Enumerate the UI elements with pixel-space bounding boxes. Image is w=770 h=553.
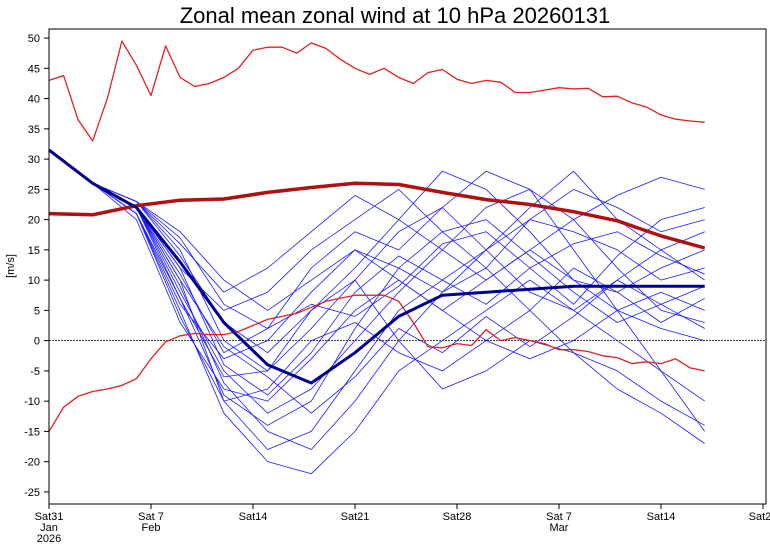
ensemble-member-line	[48, 149, 705, 311]
ensemble-member-line	[48, 149, 706, 432]
ensemble-member-line	[48, 149, 705, 450]
ensemble-member-line	[48, 149, 705, 354]
x-tick-label: Sat14	[239, 511, 268, 523]
ensemble-member-line	[48, 149, 705, 329]
ensemble-member-line	[48, 149, 705, 414]
y-tick-label: -10	[24, 396, 40, 408]
x-tick-label: Sat21	[341, 511, 370, 523]
chart-title: Zonal mean zonal wind at 10 hPa 20260131	[180, 3, 611, 28]
x-tick-label: 2026	[37, 533, 61, 545]
max-line	[48, 40, 705, 142]
x-tick-label: Sat31	[35, 511, 64, 523]
y-tick-label: 0	[34, 336, 40, 348]
y-tick-label: 5	[34, 305, 40, 317]
ensemble-member-line	[48, 149, 705, 360]
y-axis-label: [m/s]	[5, 254, 17, 278]
x-tick-label: Sat28	[443, 511, 472, 523]
plot-area	[48, 40, 766, 475]
axes: 50454035302520151050-5-10-15-20-25Sat31J…	[24, 28, 770, 545]
y-tick-label: 30	[28, 154, 40, 166]
ensemble-member-line	[48, 149, 705, 450]
ensemble-member-line	[48, 149, 705, 354]
ensemble-member-line	[48, 149, 705, 475]
y-tick-label: -5	[30, 366, 40, 378]
y-tick-label: 40	[28, 94, 40, 106]
x-tick-label: Sat21	[749, 511, 770, 523]
y-tick-label: 25	[28, 184, 40, 196]
ensemble-mean-line	[48, 148, 705, 385]
y-tick-label: 15	[28, 245, 40, 257]
x-tick-label: Jan	[40, 522, 58, 534]
ensemble-member-line	[48, 149, 705, 323]
y-tick-label: 45	[28, 63, 40, 75]
x-tick-label: Feb	[142, 522, 161, 534]
x-tick-label: Sat14	[647, 511, 676, 523]
y-tick-label: 35	[28, 124, 40, 136]
plot-frame	[48, 28, 767, 505]
y-tick-label: 50	[28, 33, 40, 45]
min-line	[48, 294, 705, 432]
ensemble-member-line	[48, 149, 705, 426]
y-tick-label: 20	[28, 215, 40, 227]
y-tick-label: 10	[28, 275, 40, 287]
x-tick-label: Sat 7	[138, 511, 164, 523]
y-tick-label: -25	[24, 487, 40, 499]
ensemble-member-line	[48, 149, 705, 396]
x-tick-label: Sat 7	[546, 511, 572, 523]
y-tick-label: -15	[24, 426, 40, 438]
y-tick-label: -20	[24, 457, 40, 469]
ensemble-member-line	[48, 149, 705, 426]
climatology-line	[48, 181, 706, 250]
x-tick-label: Mar	[550, 522, 569, 534]
